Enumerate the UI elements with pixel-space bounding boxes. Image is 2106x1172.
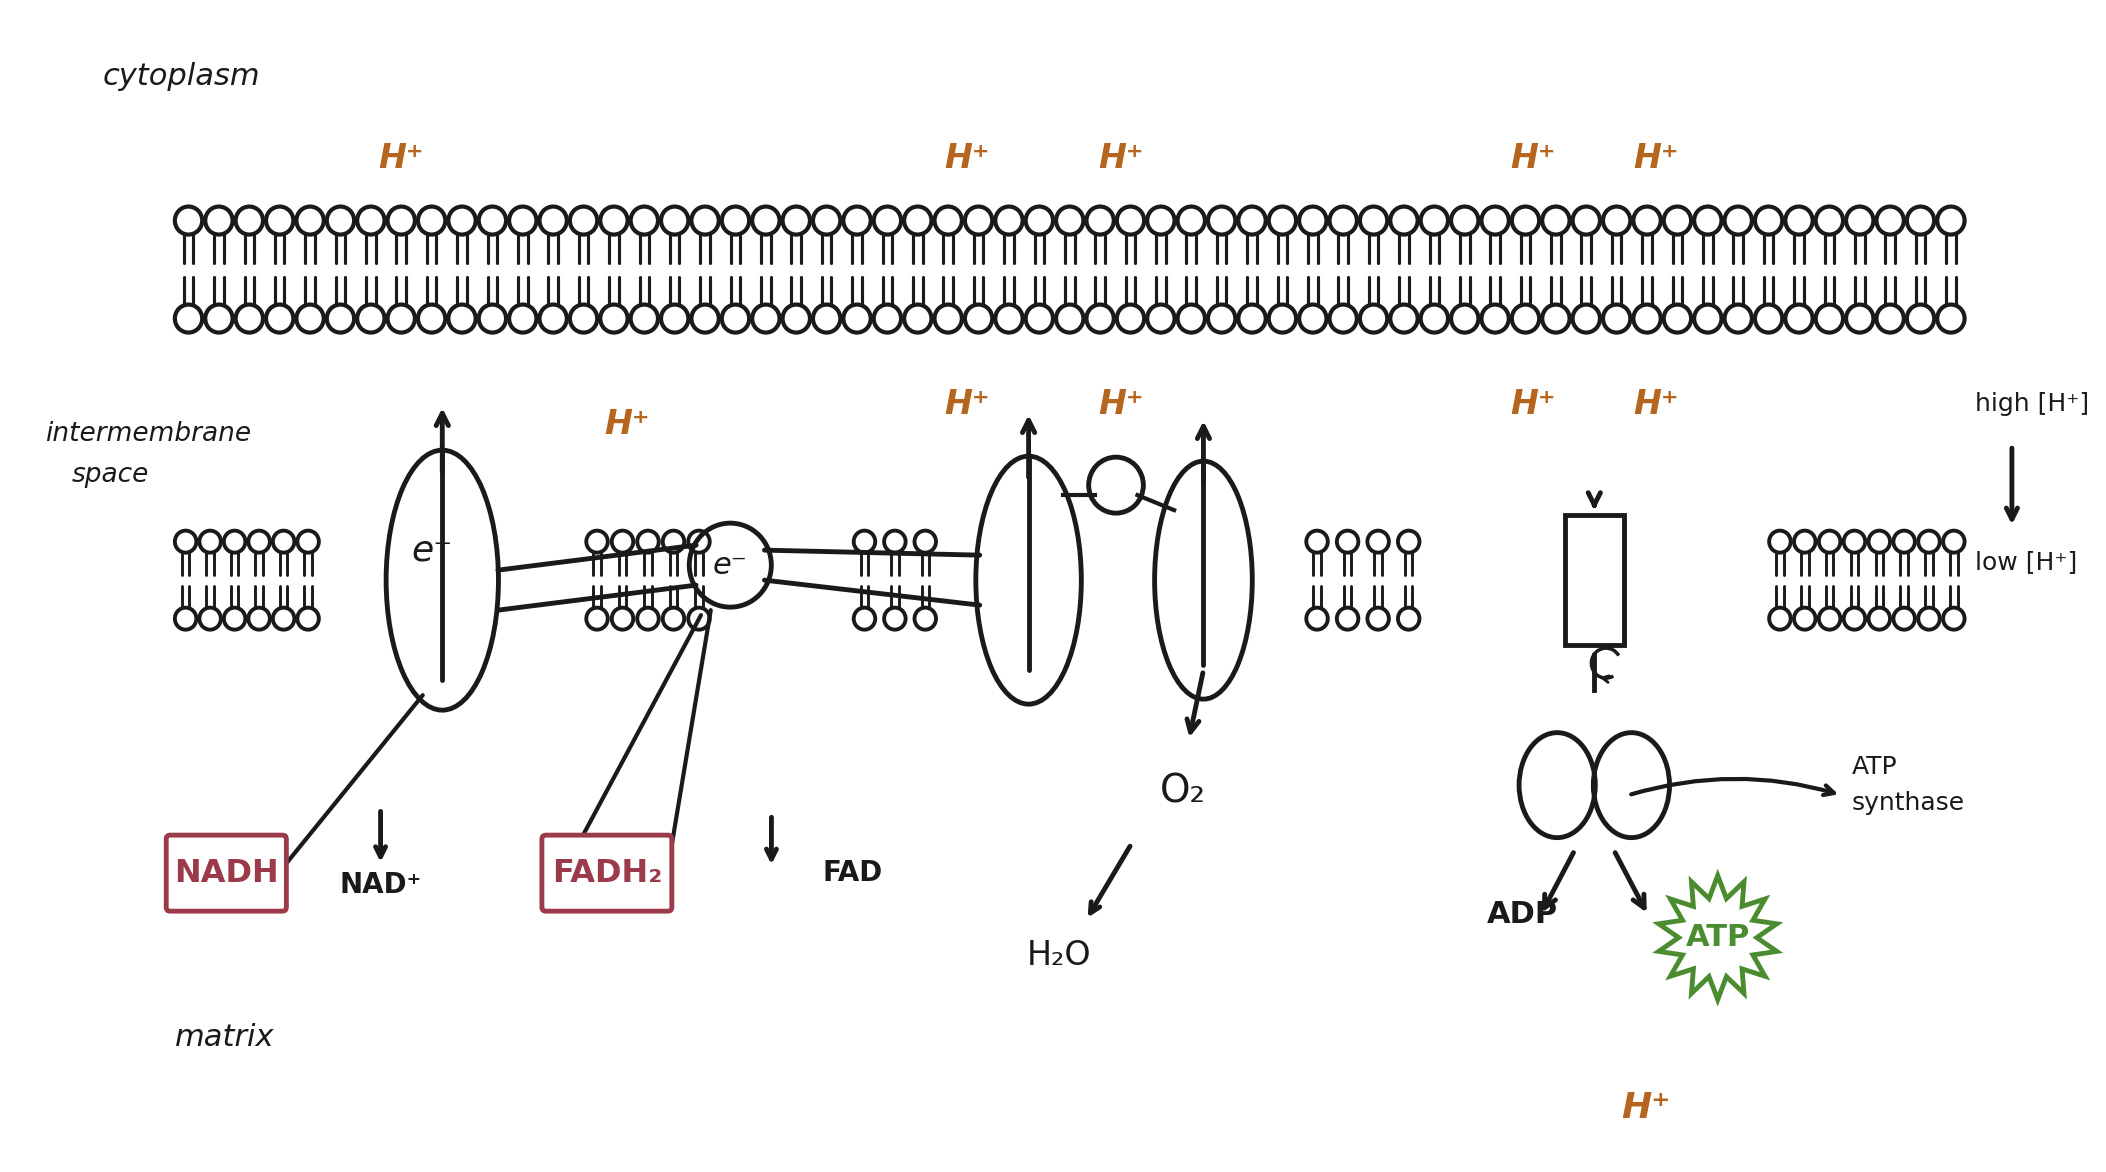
Text: intermembrane: intermembrane [44,421,251,447]
Text: high [H⁺]: high [H⁺] [1975,393,2089,416]
Text: cytoplasm: cytoplasm [103,62,261,90]
Text: H⁺: H⁺ [1510,388,1556,421]
Text: ADP: ADP [1487,900,1558,928]
Text: H⁺: H⁺ [943,142,990,175]
Text: H⁺: H⁺ [1622,1090,1670,1125]
Text: ATP: ATP [1851,755,1898,779]
Text: FAD: FAD [823,859,882,887]
Text: space: space [72,462,150,488]
Text: NADH: NADH [175,858,278,888]
Text: H⁺: H⁺ [1634,388,1678,421]
Text: H₂O: H₂O [1028,939,1091,972]
Text: H⁺: H⁺ [1099,388,1144,421]
Text: matrix: matrix [175,1023,274,1051]
Text: H⁺: H⁺ [1510,142,1556,175]
FancyBboxPatch shape [541,836,672,911]
Text: H⁺: H⁺ [943,388,990,421]
Text: FADH₂: FADH₂ [552,858,661,888]
Text: H⁺: H⁺ [1634,142,1678,175]
Bar [1565,516,1624,645]
FancyBboxPatch shape [166,836,286,911]
Text: ATP: ATP [1685,924,1750,952]
Text: H⁺: H⁺ [604,408,651,441]
Text: H⁺: H⁺ [379,142,423,175]
Text: NAD⁺: NAD⁺ [339,871,421,899]
Text: e⁻: e⁻ [413,533,453,567]
Text: e⁻: e⁻ [712,551,748,580]
Text: H⁺: H⁺ [1099,142,1144,175]
Text: synthase: synthase [1851,791,1965,816]
Text: low [H⁺]: low [H⁺] [1975,551,2077,574]
Text: O₂: O₂ [1160,772,1207,810]
